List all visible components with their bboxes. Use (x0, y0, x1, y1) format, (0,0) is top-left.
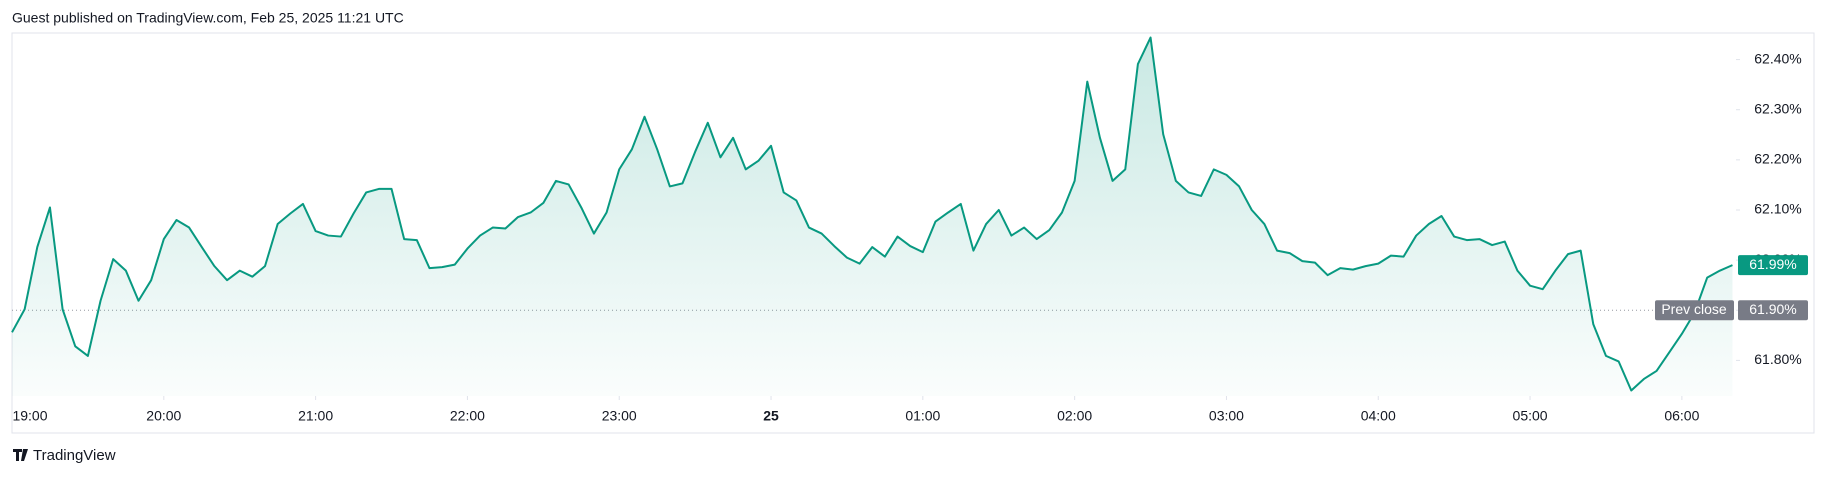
x-tick-label: 01:00 (905, 408, 940, 424)
prev-close-label: Prev close (1661, 301, 1727, 317)
brand-name: TradingView (33, 447, 116, 464)
last-price-box (1738, 255, 1808, 276)
x-tick-label: 21:00 (298, 408, 333, 424)
x-tick-label: 05:00 (1513, 408, 1548, 424)
brand-logo: TradingView (13, 447, 116, 464)
x-tick-label: 06:00 (1664, 408, 1699, 424)
prev-close-value-box (1738, 300, 1808, 321)
prev-close-tag (1655, 300, 1734, 321)
x-tick-label: 20:00 (146, 408, 181, 424)
y-tick-label: 62.20% (1754, 151, 1801, 167)
x-tick-label: 23:00 (602, 408, 637, 424)
header-text: Guest published on TradingView.com, Feb … (12, 10, 404, 26)
x-tick-label: 04:00 (1361, 408, 1396, 424)
y-tick-label: 62.10% (1754, 201, 1801, 217)
x-tick-label: 22:00 (450, 408, 485, 424)
last-price-label: 61.99% (1749, 256, 1796, 272)
y-tick-label: 62.40% (1754, 50, 1801, 66)
logo-icon (13, 449, 28, 461)
x-tick-label: 02:00 (1057, 408, 1092, 424)
chart-frame (11, 32, 1815, 434)
x-tick-label: 25 (763, 408, 779, 424)
x-tick-label: 03:00 (1209, 408, 1244, 424)
y-tick-label: 61.80% (1754, 351, 1801, 367)
y-tick-label: 62.30% (1754, 100, 1801, 116)
area-fill (12, 37, 1733, 396)
x-tick-label: 19:00 (12, 408, 47, 424)
price-line (11, 36, 1733, 392)
prev-close-value: 61.90% (1749, 301, 1796, 317)
